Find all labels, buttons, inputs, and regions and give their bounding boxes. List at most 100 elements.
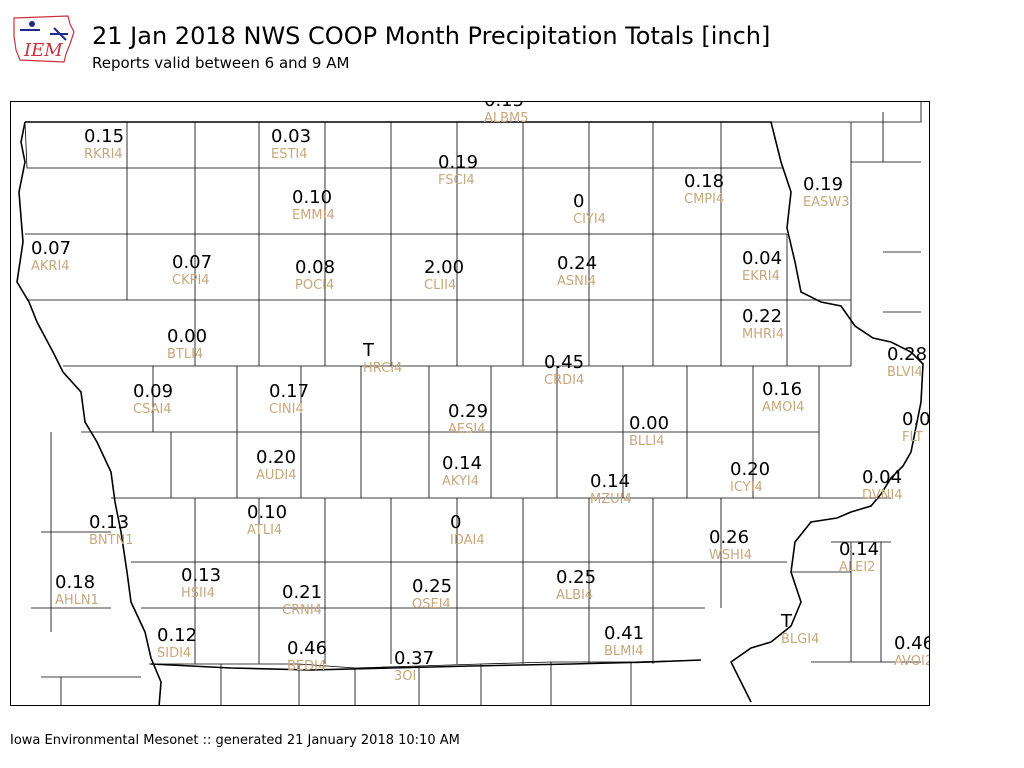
station-value: 0 — [573, 191, 584, 212]
station-value: 0 — [450, 512, 461, 533]
station-id: AVOI2 — [894, 654, 930, 669]
station-id: POCI4 — [295, 278, 334, 293]
station-value: 0.28 — [887, 344, 927, 365]
station-value: 0.22 — [742, 306, 782, 327]
station-value: 0.18 — [684, 171, 724, 192]
station-id: BLMI4 — [604, 644, 643, 659]
station-id: 3OI — [394, 669, 416, 684]
station-id: BEDI4 — [287, 659, 326, 674]
station-id: EMMI4 — [292, 208, 335, 223]
map-title: 21 Jan 2018 NWS COOP Month Precipitation… — [92, 22, 771, 50]
station-id: BLGI4 — [781, 632, 819, 647]
station-id: OSEI4 — [412, 597, 451, 612]
station-value: 0.46 — [287, 638, 327, 659]
station-id: AHLN1 — [55, 593, 99, 608]
station-value: 0.29 — [448, 401, 488, 422]
station-value: 0.07 — [31, 238, 71, 259]
map-canvas: 0.15RKRI40.03ESTI40.19FSCI40.15ALBM50.10… — [16, 102, 930, 705]
precipitation-map: 0.15RKRI40.03ESTI40.19FSCI40.15ALBM50.10… — [10, 101, 930, 706]
station-value: T — [362, 340, 375, 361]
station-value: 0.46 — [894, 633, 930, 654]
map-subtitle: Reports valid between 6 and 9 AM — [92, 54, 350, 72]
station-id: HSII4 — [181, 586, 215, 601]
station-id: BLLI4 — [629, 434, 665, 449]
station-value: 0.03 — [271, 126, 311, 147]
station-id: MZUI4 — [590, 492, 632, 507]
station-value: 0.20 — [730, 459, 770, 480]
station-value: 0.15 — [84, 126, 124, 147]
station-albm5: 0.15ALBM5 — [484, 102, 529, 126]
station-id: MHRI4 — [742, 327, 784, 342]
station-id: CINI4 — [269, 402, 304, 417]
station-value: 0.16 — [762, 379, 802, 400]
station-id: FLT — [902, 430, 923, 445]
station-value: 0.41 — [604, 623, 644, 644]
station-id: ASNI4 — [557, 274, 596, 289]
station-id: BLVI4 — [887, 365, 923, 380]
station-value: 0.45 — [544, 352, 584, 373]
station-id: RKRI4 — [84, 147, 123, 162]
station-value: 0.10 — [247, 502, 287, 523]
station-id: CRNI4 — [282, 603, 322, 618]
station-value: 0.19 — [438, 152, 478, 173]
station-id: ESTI4 — [271, 147, 308, 162]
station-id: CSAI4 — [133, 402, 172, 417]
station-value: 0.09 — [133, 381, 173, 402]
station-id: AMOI4 — [762, 400, 804, 415]
station-flt: 0.03FLT — [902, 409, 929, 445]
station-value: 0.15 — [484, 102, 524, 111]
station-value: 0.17 — [269, 381, 309, 402]
station-id: WSHI4 — [709, 548, 752, 563]
iem-logo: IEM — [10, 10, 76, 66]
station-value: 0.13 — [89, 512, 129, 533]
station-id: SIDI4 — [157, 646, 191, 661]
station-id: EKRI4 — [742, 269, 780, 284]
station-id: CIYI4 — [573, 212, 606, 227]
station-id: CMPI4 — [684, 192, 724, 207]
station-id: EASW3 — [803, 195, 849, 210]
station-value: 0.00 — [167, 326, 207, 347]
station-value: 0.25 — [556, 567, 596, 588]
station-value: 0.10 — [292, 187, 332, 208]
station-value: 2.00 — [424, 257, 464, 278]
station-id: BNTN1 — [89, 533, 134, 548]
station-id: FSCI4 — [438, 173, 475, 188]
station-value: 0.26 — [709, 527, 749, 548]
station-value: 0.24 — [557, 253, 597, 274]
station-id: AKRI4 — [31, 259, 70, 274]
station-value: 0.37 — [394, 648, 434, 669]
station-value: 0.14 — [590, 471, 630, 492]
station-id: BTLI4 — [167, 347, 203, 362]
station-id: ATLI4 — [247, 523, 282, 538]
